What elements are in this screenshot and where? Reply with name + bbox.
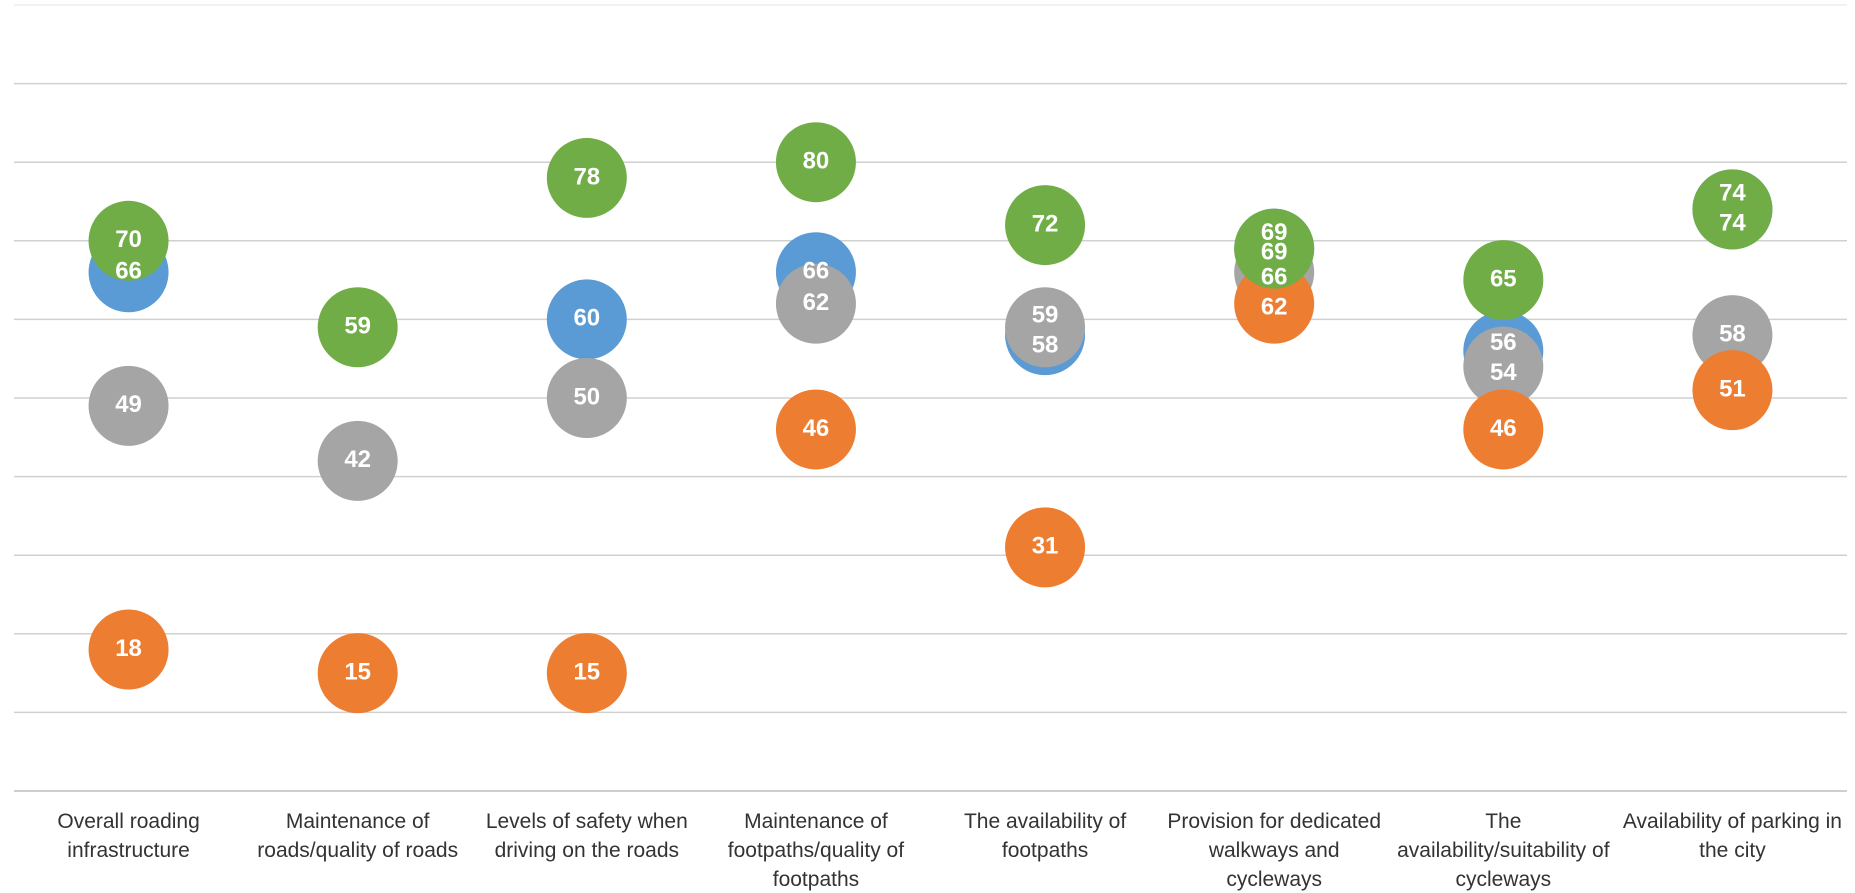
data-label: 59 [1032, 302, 1059, 329]
data-label: 42 [344, 446, 371, 473]
x-tick-label: Maintenance of roads/quality of roads [257, 810, 459, 862]
dot [1692, 350, 1773, 431]
dot [546, 358, 627, 438]
dot [1692, 295, 1773, 376]
data-label: 18 [115, 635, 142, 662]
x-tick-label: Overall roading infrastructure [57, 810, 200, 862]
data-label: 60 [573, 305, 600, 332]
data-label: 74 [1719, 210, 1746, 237]
data-label: 65 [1490, 265, 1517, 292]
dot [775, 263, 856, 344]
data-label: 80 [803, 148, 830, 175]
data-label: 78 [573, 163, 600, 190]
data-label: 59 [344, 313, 371, 340]
data-label: 58 [1032, 332, 1059, 359]
dot [1463, 240, 1544, 321]
dot [317, 420, 398, 501]
x-tick-label: The availability of footpaths [963, 810, 1127, 862]
dot [1463, 389, 1544, 470]
x-tick-label: Provision for dedicated walkways and cyc… [1167, 810, 1381, 891]
data-label: 62 [1261, 294, 1288, 321]
dot [1234, 263, 1315, 344]
dot [1234, 208, 1315, 289]
dot [775, 122, 856, 203]
dot [546, 633, 627, 714]
data-label: 69 [1261, 219, 1288, 246]
dot [88, 200, 169, 281]
dot [317, 287, 398, 368]
x-tick-label: Levels of safety when driving on the roa… [485, 810, 688, 862]
data-label: 54 [1490, 359, 1517, 386]
data-label: 31 [1032, 533, 1059, 560]
data-label: 51 [1719, 375, 1746, 402]
dot [1692, 169, 1773, 250]
data-label: 50 [573, 383, 600, 410]
data-label: 58 [1719, 320, 1746, 347]
dot [546, 279, 627, 360]
x-tick-label: The availability/suitability of cycleway… [1397, 810, 1610, 891]
dot [317, 633, 398, 714]
dot [1463, 326, 1544, 407]
data-label: 66 [115, 258, 142, 285]
data-label: 66 [803, 258, 830, 285]
x-tick-label: Maintenance of footpaths/quality of foot… [727, 810, 905, 891]
dot [1005, 287, 1086, 368]
dot [88, 609, 169, 690]
data-label: 46 [803, 415, 830, 442]
data-label: 70 [115, 226, 142, 253]
data-label: 15 [573, 658, 600, 685]
data-label: 56 [1490, 329, 1517, 356]
data-label: 49 [115, 391, 142, 418]
dot [775, 389, 856, 470]
dot [1005, 185, 1086, 266]
data-label: 66 [1261, 264, 1288, 291]
data-label: 46 [1490, 415, 1517, 442]
x-tick-label: Availability of parking in the city [1622, 810, 1842, 862]
data-label: 72 [1032, 210, 1059, 237]
data-label: 15 [344, 658, 371, 685]
data-label: 69 [1261, 238, 1288, 265]
dot [1005, 507, 1086, 588]
dot [546, 137, 627, 218]
data-label: 62 [803, 289, 830, 316]
data-label: 74 [1719, 180, 1746, 207]
dot [88, 365, 169, 446]
